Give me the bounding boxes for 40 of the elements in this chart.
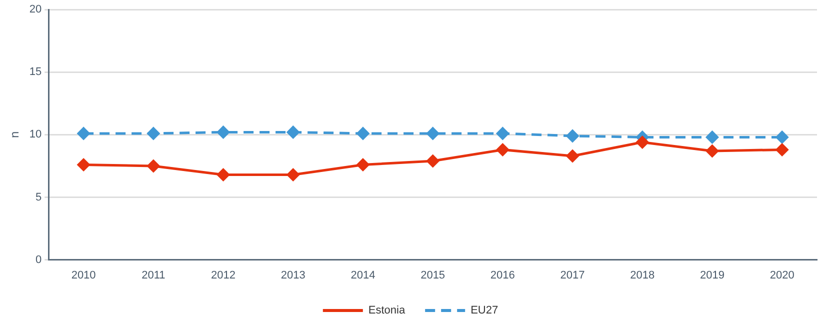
x-tick-label: 2012: [211, 269, 236, 282]
x-tick-label: 2016: [490, 269, 515, 282]
x-tick-label: 2014: [350, 269, 376, 282]
legend-label: Estonia: [368, 304, 406, 317]
legend-label: EU27: [470, 304, 498, 317]
point: [217, 126, 230, 138]
point: [77, 158, 90, 171]
point: [496, 127, 509, 140]
point: [776, 143, 788, 156]
y-tick-label: 10: [29, 128, 42, 141]
x-tick-label: 2020: [770, 269, 794, 282]
x-tick-label: 2010: [71, 269, 96, 282]
point: [706, 144, 718, 158]
point: [426, 127, 440, 140]
point: [776, 130, 788, 144]
point: [356, 158, 370, 171]
y-tick-label: 15: [29, 66, 42, 78]
x-tick-label: 2015: [420, 269, 446, 282]
point: [636, 136, 649, 148]
x-tick-label: 2017: [560, 269, 585, 282]
x-tick-label: 2013: [280, 269, 306, 282]
point: [147, 160, 160, 172]
y-tick-label: 20: [29, 4, 42, 16]
y-axis-title: n: [8, 131, 22, 138]
point: [706, 130, 718, 144]
point: [566, 150, 579, 162]
point: [286, 168, 300, 181]
y-tick-label: 5: [36, 191, 42, 204]
point: [77, 127, 90, 140]
point: [566, 130, 579, 142]
point: [496, 143, 509, 156]
x-tick-label: 2018: [630, 269, 655, 282]
x-tick-label: 2011: [142, 269, 166, 282]
x-tick-label: 2019: [700, 269, 724, 282]
point: [356, 127, 370, 140]
point: [217, 168, 230, 181]
point: [286, 126, 300, 138]
point: [426, 154, 440, 168]
point: [147, 127, 160, 140]
y-tick-label: 0: [36, 254, 42, 266]
